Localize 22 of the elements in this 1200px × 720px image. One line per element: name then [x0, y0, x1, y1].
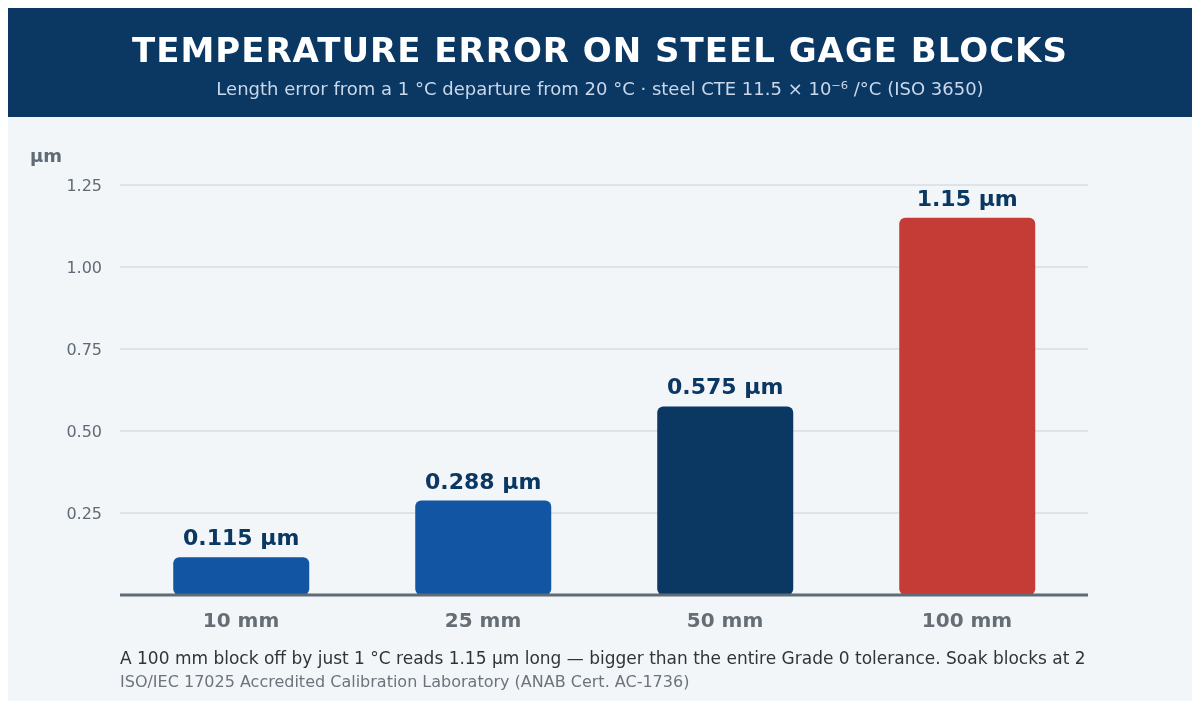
data-label: 1.15 µm	[916, 185, 1018, 211]
y-tick-label: 0.25	[66, 503, 102, 523]
bar	[899, 217, 1036, 595]
chart-subtitle: Length error from a 1 °C departure from 20 °C · steel CTE 11.5 × 10⁻⁶ /°C (ISO 3650)	[215, 78, 985, 99]
y-tick-label: 1.00	[66, 257, 102, 277]
data-label: 0.288 µm	[425, 468, 542, 494]
x-tick-label: 10 mm	[202, 608, 280, 633]
data-label: 0.115 µm	[183, 525, 300, 551]
y-tick-label: 0.50	[66, 421, 102, 441]
text: ISO/IEC 17025 Accredited Calibration Laboratory (ANAB Cert. AC-1736)	[120, 671, 691, 693]
bar	[173, 557, 310, 595]
y-tick-label: 1.25	[66, 175, 102, 195]
data-label: 0.575 µm	[667, 374, 784, 400]
y-tick-label: 0.75	[66, 339, 102, 359]
y-axis-title: µm	[30, 145, 63, 166]
x-tick-label: 50 mm	[686, 608, 764, 633]
text: A 100 mm block off by just 1 °C reads 1.15 µm long — bigger than the entire Grade 0 tolerance. Soak blocks at 2	[120, 647, 1087, 670]
x-tick-label: 25 mm	[444, 608, 522, 633]
x-tick-label: 100 mm	[921, 608, 1013, 633]
bar	[415, 500, 552, 595]
chart-title: TEMPERATURE ERROR ON STEEL GAGE BLOCKS	[131, 30, 1069, 70]
bar	[657, 406, 794, 595]
